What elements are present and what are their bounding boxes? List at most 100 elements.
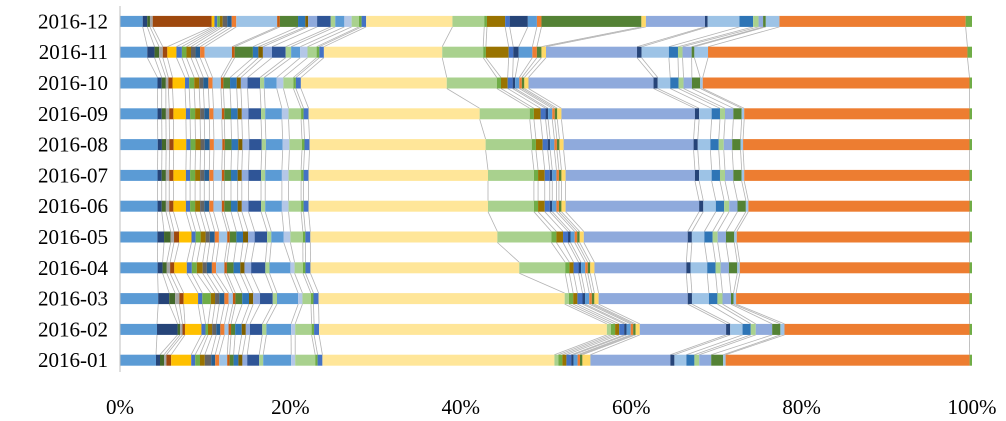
- bar-segment: [231, 323, 236, 335]
- series-line: [561, 211, 580, 232]
- series-line: [302, 273, 312, 294]
- bar-segment: [657, 77, 671, 89]
- bar-segment: [301, 139, 305, 151]
- series-line: [263, 57, 292, 78]
- bar-segment: [307, 46, 317, 58]
- bar-segment: [267, 231, 272, 243]
- bar-segment: [711, 108, 720, 120]
- bar-segment: [191, 354, 196, 366]
- bar-segment: [242, 293, 249, 305]
- series-line: [237, 150, 239, 170]
- series-line: [308, 211, 311, 232]
- series-line: [193, 88, 196, 109]
- series-line: [281, 150, 284, 170]
- bar-segment: [308, 108, 480, 120]
- bar-segment: [195, 354, 200, 366]
- series-line: [259, 57, 286, 78]
- bar-segment: [554, 108, 558, 120]
- bar-segment: [262, 323, 267, 335]
- series-line: [247, 88, 249, 109]
- series-line: [694, 26, 766, 48]
- series-line: [677, 57, 679, 78]
- bar-segment: [574, 231, 578, 243]
- bar-segment: [304, 139, 310, 151]
- series-line: [682, 57, 684, 78]
- bar-segment: [691, 293, 709, 305]
- bar-segment: [288, 200, 302, 212]
- bar-segment: [174, 262, 187, 274]
- series-line: [264, 242, 268, 263]
- bar-segment: [565, 200, 700, 212]
- bar-segment: [674, 354, 687, 366]
- series-line: [580, 273, 586, 294]
- bar-segment: [283, 77, 294, 89]
- series-line: [162, 57, 169, 78]
- bar-segment: [295, 354, 316, 366]
- series-line: [238, 334, 243, 355]
- bar-segment: [736, 293, 970, 305]
- bar-segment: [120, 169, 158, 181]
- series-line: [704, 211, 717, 232]
- bar-segment: [541, 46, 546, 58]
- series-line: [290, 273, 299, 294]
- bar-segment: [147, 15, 150, 27]
- bar-segment: [725, 169, 734, 181]
- series-line: [239, 242, 244, 263]
- bar-segment: [741, 169, 745, 181]
- bar-segment: [564, 293, 569, 305]
- bar-segment: [204, 169, 210, 181]
- series-line: [290, 242, 295, 263]
- series-line: [554, 119, 558, 140]
- series-line: [283, 242, 291, 263]
- series-line: [702, 88, 745, 109]
- series-line: [556, 242, 570, 263]
- series-line: [295, 88, 304, 109]
- bar-segment: [538, 169, 545, 181]
- series-line: [167, 88, 170, 109]
- bar-segment: [191, 262, 197, 274]
- series-line: [146, 57, 158, 78]
- bar-segment: [195, 231, 201, 243]
- bar-segment: [969, 323, 972, 335]
- bar-segment: [711, 354, 724, 366]
- series-line: [691, 88, 734, 109]
- series-line: [687, 303, 727, 325]
- series-line: [264, 273, 274, 294]
- bar-segment: [507, 77, 513, 89]
- bar-segment: [214, 231, 219, 243]
- bar-segment: [719, 169, 725, 181]
- bar-segment: [157, 139, 162, 151]
- series-line: [264, 150, 267, 170]
- series-line: [722, 303, 756, 325]
- series-line: [240, 57, 264, 78]
- bar-segment: [585, 293, 590, 305]
- series-line: [202, 88, 205, 109]
- bar-segment: [230, 169, 238, 181]
- bar-segment: [224, 293, 229, 305]
- series-line: [310, 304, 313, 324]
- bar-segment: [780, 323, 785, 335]
- bar-segment: [624, 323, 627, 335]
- series-line: [237, 211, 244, 232]
- bar-segment: [253, 293, 261, 305]
- series-line: [536, 26, 542, 47]
- bar-segment: [542, 139, 548, 151]
- bar-segment: [310, 262, 520, 274]
- bar-segment: [242, 354, 248, 366]
- series-line: [242, 334, 247, 355]
- series-line: [731, 150, 734, 170]
- bar-segment: [969, 169, 972, 181]
- bar-segment: [271, 231, 284, 243]
- series-line: [197, 304, 202, 324]
- series-line: [294, 273, 303, 294]
- bar-segment: [536, 15, 542, 27]
- bar-segment: [264, 77, 277, 89]
- series-line: [146, 26, 155, 47]
- series-line: [553, 150, 557, 170]
- series-line: [323, 26, 367, 48]
- bar-segment: [269, 262, 291, 274]
- series-line: [211, 304, 216, 324]
- category-label: 2016-01: [38, 348, 108, 372]
- series-line: [166, 242, 172, 263]
- bar-segment: [186, 262, 192, 274]
